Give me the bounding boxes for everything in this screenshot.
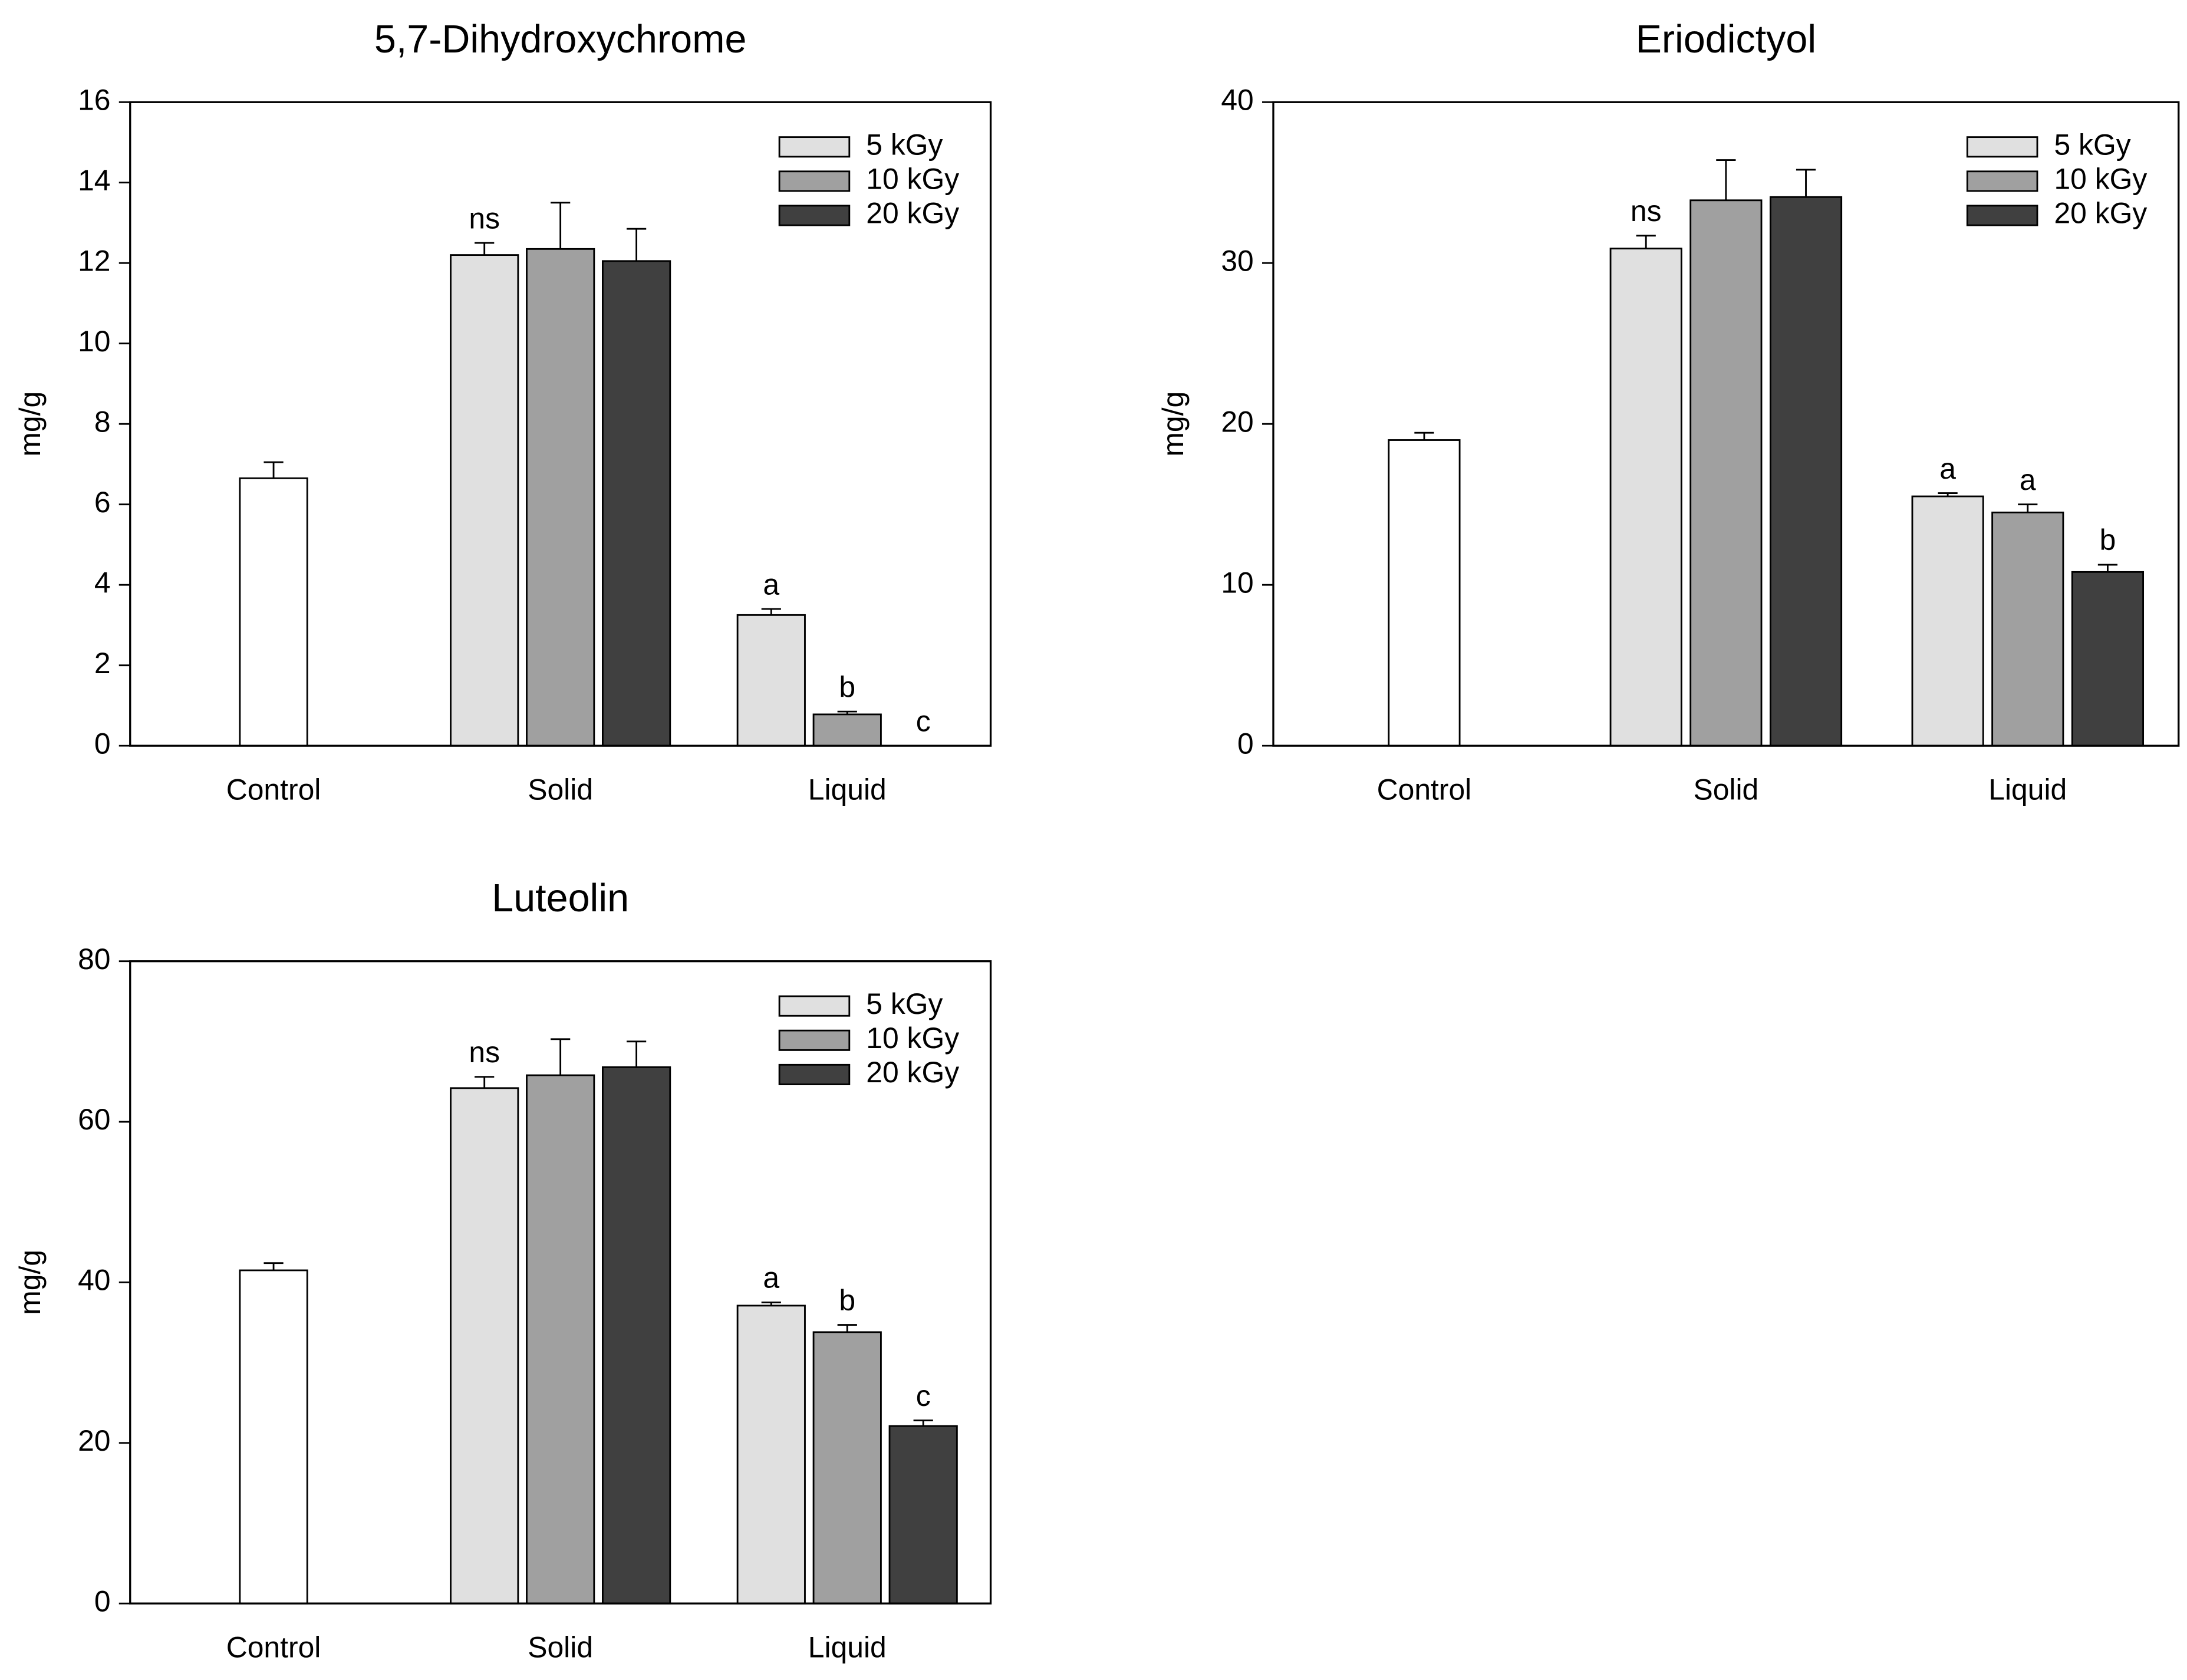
significance-label: ns [469, 202, 500, 235]
y-tick-label: 30 [1221, 244, 1253, 277]
y-tick-label: 0 [94, 727, 111, 760]
bar [239, 477, 308, 747]
bar [239, 1269, 308, 1605]
bar [450, 1087, 519, 1605]
y-tick-label: 40 [1221, 83, 1253, 116]
bar [812, 1331, 882, 1605]
legend-label: 20 kGy [2054, 197, 2147, 230]
significance-label: a [2020, 463, 2036, 496]
chart-title: Eriodictyol [1636, 18, 1817, 61]
significance-label: c [916, 1379, 931, 1412]
legend-label: 10 kGy [866, 163, 959, 196]
legend-swatch [1966, 205, 2038, 226]
x-tick-label: Liquid [808, 1631, 887, 1664]
plot-frame [129, 960, 992, 1605]
significance-label: a [763, 1261, 779, 1294]
y-tick-label: 4 [94, 566, 111, 599]
legend-swatch [1966, 170, 2038, 192]
significance-label: b [839, 670, 855, 703]
significance-label: ns [1631, 195, 1662, 228]
bar [812, 713, 882, 747]
legend-swatch [778, 995, 851, 1017]
bar [1911, 495, 1984, 747]
y-tick-label: 20 [78, 1424, 110, 1457]
x-tick-label: Control [226, 1631, 321, 1664]
y-tick-label: 14 [78, 164, 110, 197]
legend-label: 10 kGy [2054, 163, 2147, 196]
y-tick-label: 16 [78, 83, 110, 116]
legend-swatch [778, 1063, 851, 1085]
plot-frame [1272, 101, 2180, 747]
legend-swatch [778, 170, 851, 192]
x-tick-label: Solid [528, 773, 593, 806]
y-tick-label: 6 [94, 486, 111, 519]
y-tick-label: 10 [1221, 566, 1253, 599]
legend-label: 20 kGy [866, 197, 959, 230]
legend-label: 5 kGy [866, 128, 943, 161]
legend-label: 20 kGy [866, 1056, 959, 1089]
y-tick-label: 8 [94, 405, 111, 438]
bar [736, 1305, 806, 1605]
x-tick-label: Solid [1693, 773, 1758, 806]
bar [1991, 511, 2064, 747]
x-tick-label: Control [1377, 773, 1472, 806]
y-tick-label: 60 [78, 1103, 110, 1136]
bar [736, 614, 806, 747]
x-tick-label: Liquid [1988, 773, 2067, 806]
significance-label: b [839, 1284, 855, 1317]
legend-swatch [778, 1029, 851, 1051]
chart-title: Luteolin [492, 877, 629, 920]
legend-swatch [1966, 136, 2038, 158]
y-tick-label: 0 [94, 1585, 111, 1618]
bar [1769, 196, 1843, 747]
legend-swatch [778, 136, 851, 158]
chart-title: 5,7-Dihydroxychrome [374, 18, 747, 61]
y-tick-label: 12 [78, 244, 110, 277]
plot-frame [129, 101, 992, 747]
significance-label: ns [469, 1036, 500, 1069]
legend-label: 5 kGy [2054, 128, 2130, 161]
y-tick-label: 20 [1221, 405, 1253, 438]
bar [2071, 571, 2145, 747]
bar [888, 1425, 958, 1605]
x-tick-label: Solid [528, 1631, 593, 1664]
bar [1388, 439, 1461, 747]
y-tick-label: 0 [1237, 727, 1254, 760]
x-tick-label: Control [226, 773, 321, 806]
significance-label: a [1939, 452, 1956, 485]
significance-label: c [916, 704, 931, 737]
significance-label: b [2100, 523, 2116, 556]
legend-label: 5 kGy [866, 987, 943, 1020]
significance-label: a [763, 568, 779, 601]
y-tick-label: 40 [78, 1264, 110, 1297]
y-tick-label: 10 [78, 325, 110, 358]
bar [602, 1066, 671, 1605]
bar [602, 260, 671, 747]
y-tick-label: 2 [94, 647, 111, 680]
legend-swatch [778, 205, 851, 226]
bar [526, 248, 595, 747]
bar [450, 254, 519, 747]
y-axis-label: mg/g [14, 391, 47, 457]
y-axis-label: mg/g [1157, 391, 1190, 457]
y-tick-label: 80 [78, 943, 110, 976]
bar [1689, 199, 1763, 747]
x-tick-label: Liquid [808, 773, 887, 806]
legend-label: 10 kGy [866, 1022, 959, 1055]
bar [526, 1074, 595, 1605]
bar [1609, 248, 1682, 747]
y-axis-label: mg/g [14, 1250, 47, 1315]
